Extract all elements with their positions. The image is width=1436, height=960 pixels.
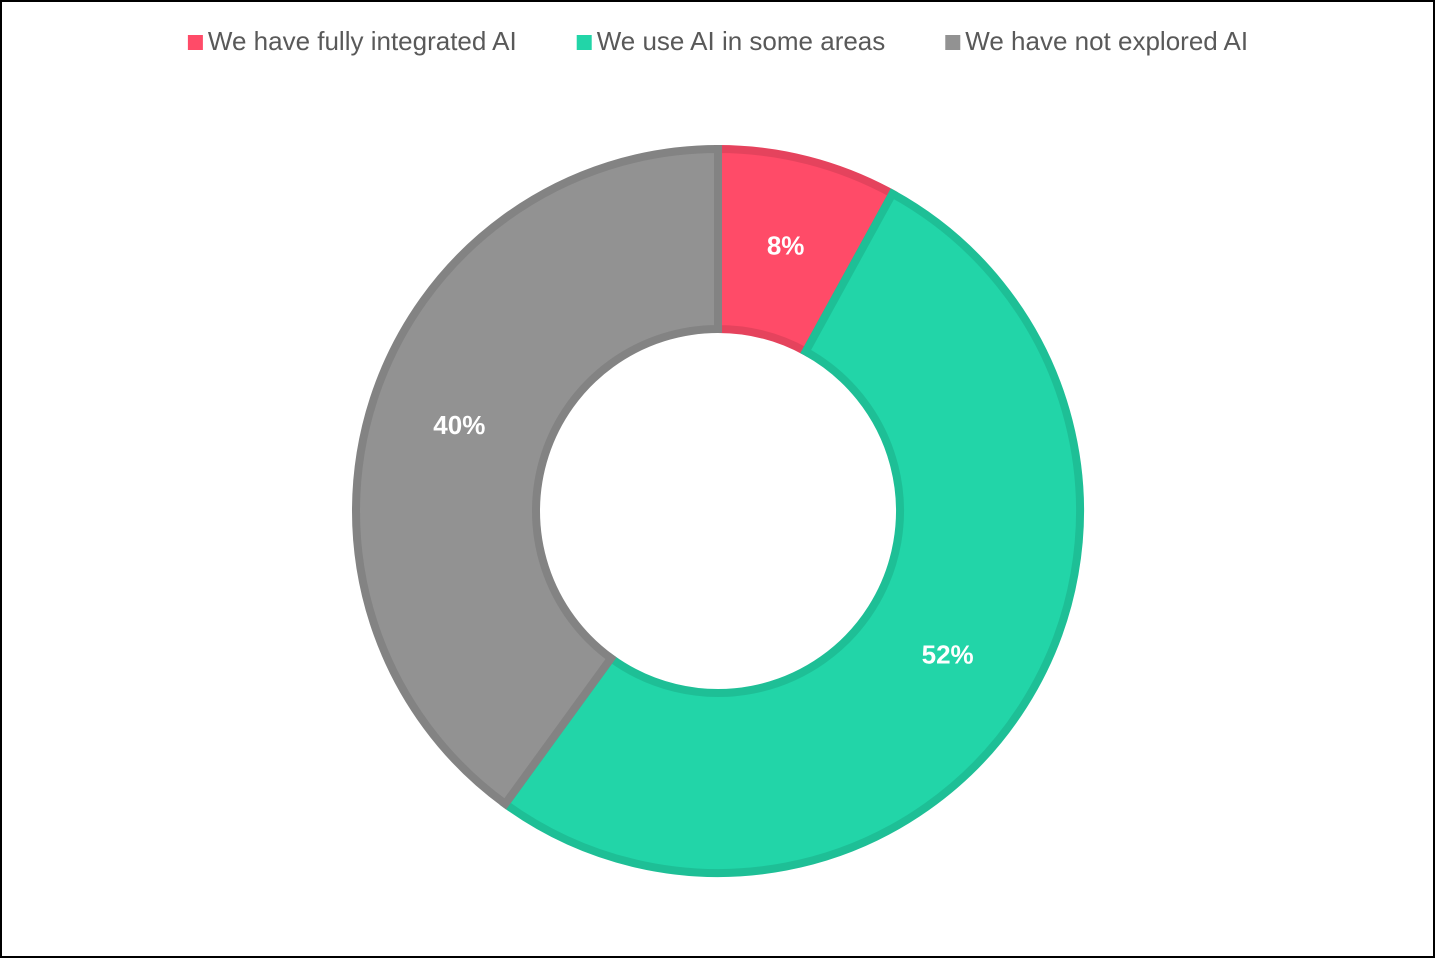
legend-label: We have not explored AI <box>965 26 1248 56</box>
slice <box>352 144 722 810</box>
legend: We have fully integrated AI We use AI in … <box>187 26 1248 56</box>
slice <box>499 188 1084 877</box>
slice-edge <box>499 188 1084 877</box>
legend-swatch <box>576 35 592 50</box>
legend-swatch <box>945 35 961 50</box>
legend-swatch <box>187 35 203 50</box>
slice-label: 8% <box>767 230 805 260</box>
legend-label: We use AI in some areas <box>597 26 886 56</box>
slice-label: 40% <box>433 410 485 440</box>
slice-label: 52% <box>922 640 974 670</box>
legend-label: We have fully integrated AI <box>208 26 517 56</box>
slice-edge <box>352 144 722 810</box>
